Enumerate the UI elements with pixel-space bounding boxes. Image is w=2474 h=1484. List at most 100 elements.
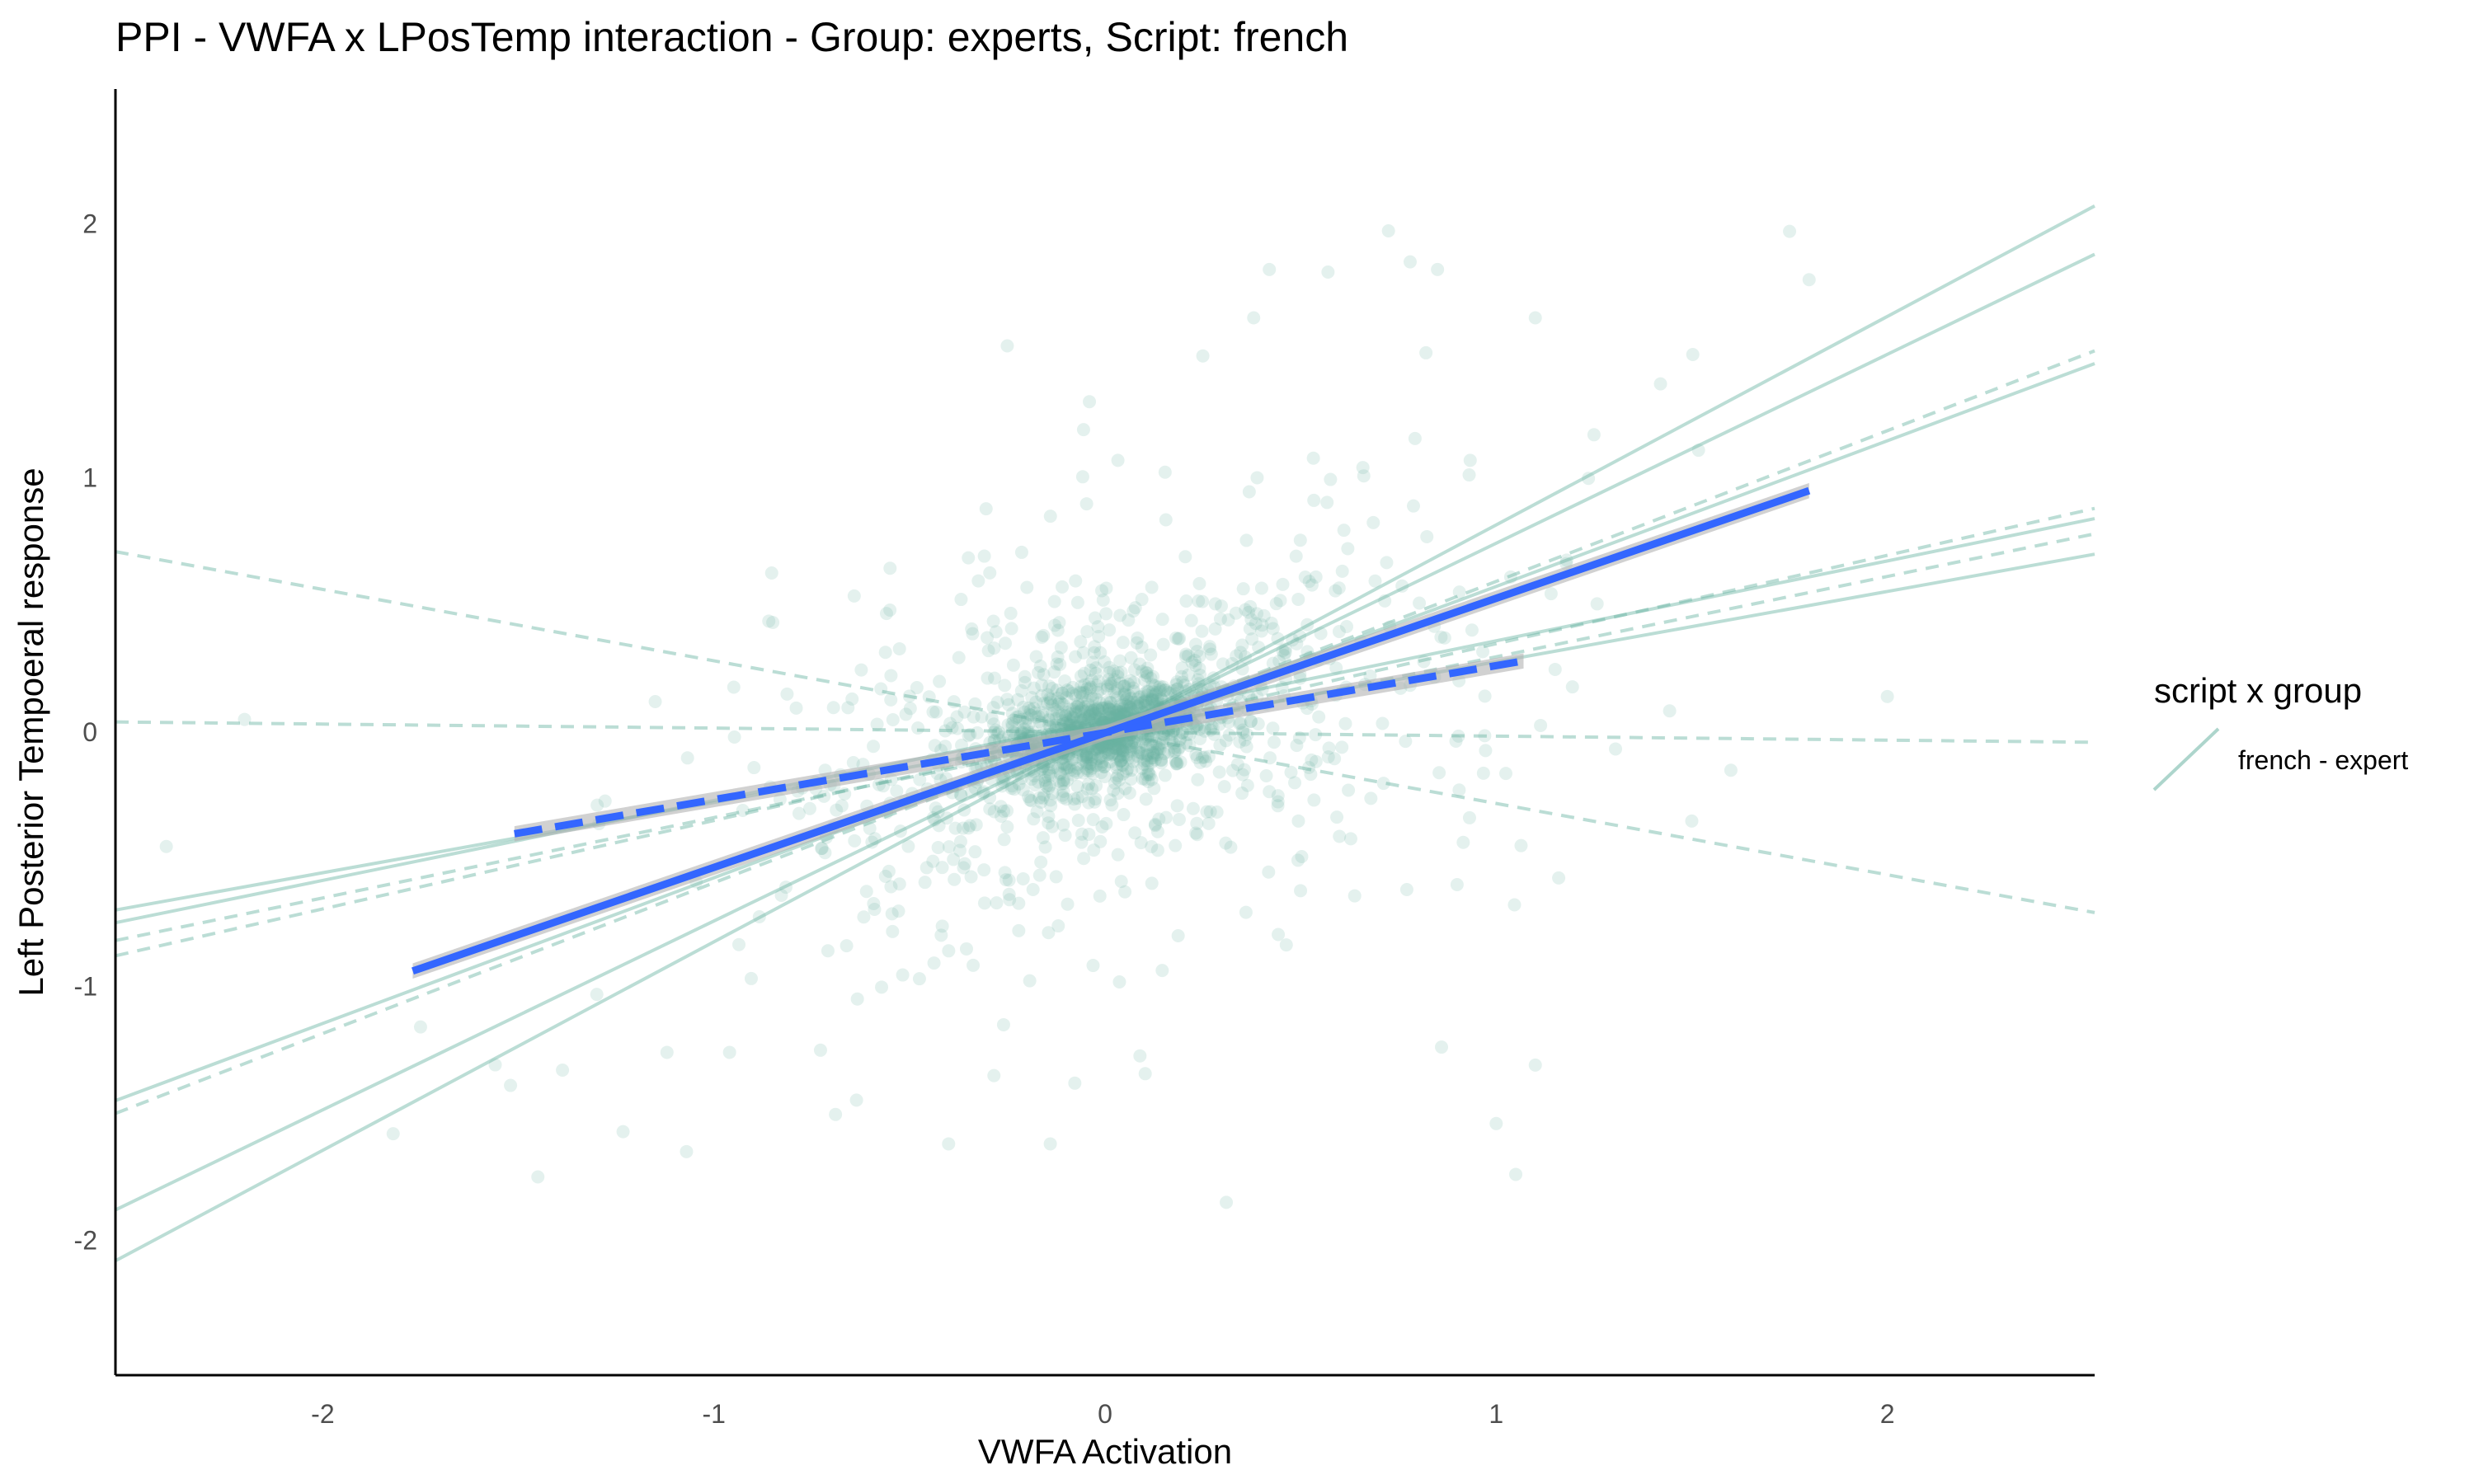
data-point — [1065, 680, 1079, 694]
legend-label: french - expert — [2238, 745, 2408, 775]
data-point — [1145, 739, 1159, 753]
data-point — [1060, 792, 1074, 806]
data-point — [1052, 709, 1066, 723]
data-point — [1061, 761, 1075, 775]
data-point — [1305, 578, 1319, 592]
data-point — [1084, 680, 1098, 694]
data-point — [1582, 472, 1596, 486]
data-point — [1042, 766, 1056, 780]
data-point — [989, 723, 1003, 737]
data-point — [1141, 684, 1155, 698]
data-point — [1156, 637, 1170, 651]
data-point — [957, 861, 971, 875]
data-point — [1110, 682, 1124, 696]
data-point — [1090, 741, 1104, 755]
data-point — [1032, 710, 1046, 724]
data-point — [920, 861, 934, 875]
data-point — [732, 937, 746, 951]
data-point — [1097, 713, 1111, 727]
data-point — [1229, 606, 1243, 620]
data-point — [1011, 693, 1025, 707]
data-point — [1076, 766, 1090, 780]
data-point — [1130, 636, 1144, 650]
data-point — [1093, 696, 1107, 710]
data-point — [1079, 711, 1093, 725]
data-point — [1141, 669, 1155, 683]
data-point — [1235, 638, 1249, 652]
data-point — [1076, 749, 1090, 763]
data-point — [1291, 814, 1305, 828]
data-point — [1013, 713, 1027, 727]
data-point — [846, 756, 860, 770]
data-point — [1462, 810, 1476, 824]
data-point — [1005, 716, 1019, 730]
data-point — [1131, 692, 1145, 706]
data-point — [1275, 680, 1289, 694]
data-point — [1137, 754, 1151, 768]
data-point — [1075, 702, 1089, 716]
data-point — [1084, 674, 1098, 688]
data-point — [1156, 680, 1170, 694]
data-point — [1078, 678, 1092, 692]
data-point — [1114, 754, 1128, 768]
data-point — [1150, 693, 1164, 707]
data-point — [1047, 718, 1061, 732]
data-point — [1298, 571, 1312, 585]
data-point — [1509, 1167, 1523, 1181]
data-point — [1179, 647, 1193, 661]
data-point — [1328, 752, 1342, 766]
data-point — [1124, 691, 1138, 705]
x-tick-labels: -2 -1 0 1 2 — [311, 1399, 1894, 1429]
data-point — [1042, 810, 1056, 824]
data-point — [983, 802, 997, 816]
data-point — [1117, 688, 1131, 702]
data-point — [1309, 754, 1323, 768]
data-point — [1131, 749, 1145, 763]
y-tick-label: 0 — [82, 717, 97, 747]
data-point — [1069, 688, 1083, 702]
data-point — [1022, 790, 1036, 804]
data-point — [1050, 683, 1064, 697]
data-point — [1001, 718, 1015, 732]
data-point — [1104, 710, 1118, 724]
data-point — [1131, 690, 1145, 704]
data-point — [1081, 750, 1095, 764]
data-point — [1364, 791, 1378, 805]
data-point — [1111, 787, 1125, 801]
data-point — [930, 767, 944, 781]
data-point — [893, 824, 907, 838]
data-point — [1035, 688, 1049, 702]
data-point — [1120, 764, 1134, 778]
data-point — [1330, 810, 1344, 824]
data-point — [829, 1107, 843, 1121]
data-point — [892, 877, 906, 891]
data-point — [1320, 495, 1334, 510]
fit-lines — [412, 486, 1811, 975]
data-point — [1153, 679, 1167, 693]
data-point — [1074, 669, 1088, 683]
data-point — [1070, 700, 1084, 714]
data-point — [727, 680, 741, 694]
data-point — [1079, 747, 1094, 761]
data-point — [1096, 593, 1110, 607]
data-point — [1154, 754, 1168, 768]
data-point — [1122, 688, 1136, 702]
data-point — [1047, 665, 1061, 679]
data-point — [762, 614, 776, 628]
data-point — [1036, 706, 1050, 720]
data-point — [1037, 668, 1051, 682]
data-point — [1155, 736, 1169, 750]
data-point — [1157, 727, 1171, 741]
data-point — [1061, 897, 1075, 911]
data-point — [1076, 423, 1090, 437]
data-point — [1236, 726, 1250, 740]
data-point — [1169, 687, 1183, 701]
data-point — [1113, 754, 1127, 768]
data-point — [1017, 722, 1031, 736]
data-point — [1098, 702, 1112, 716]
data-point — [886, 924, 900, 938]
data-point — [1140, 754, 1154, 768]
data-point — [1341, 542, 1355, 556]
data-point — [847, 589, 861, 603]
y-tick-label: 1 — [82, 463, 97, 493]
